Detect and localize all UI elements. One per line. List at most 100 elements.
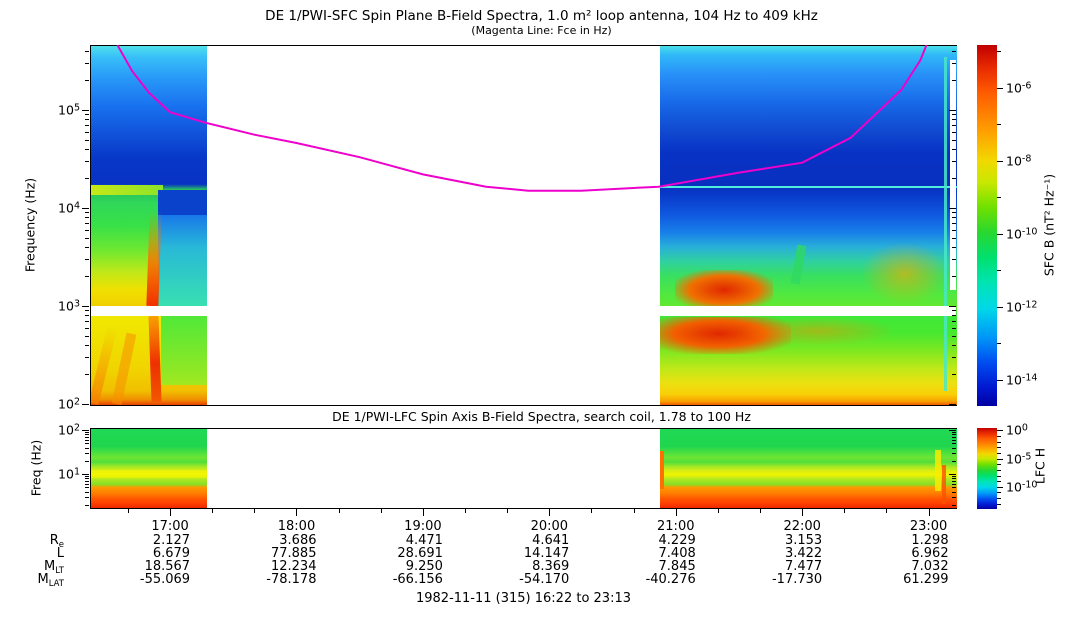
y-minor-tick — [85, 374, 89, 376]
sfc-data-segment-right — [659, 46, 957, 405]
y-minor-tick — [85, 434, 89, 436]
cbar-tick-label: 10-14 — [1006, 372, 1038, 388]
cbar-tick — [997, 503, 1001, 505]
y-tick — [82, 110, 89, 111]
y-tick — [82, 430, 89, 431]
y-minor-tick — [85, 432, 89, 433]
y-minor-tick — [85, 310, 89, 312]
lfc-data-segment-left — [91, 429, 207, 508]
lfc-yellow-band — [91, 470, 207, 478]
cbar-tick — [997, 270, 1001, 272]
cbar-tick — [997, 458, 1003, 460]
sfc-orange-streak-2 — [111, 332, 137, 405]
cbar-tick — [997, 51, 1001, 53]
y-minor-tick — [85, 50, 89, 52]
ephemeris-value: 18.567 — [144, 559, 191, 574]
sfc-green-region-lower — [160, 316, 207, 385]
cbar-tick-label: 10-5 — [1006, 451, 1032, 467]
sfc-colorbar-label: SFC B (nT² Hz⁻¹) — [1041, 173, 1057, 277]
y-minor-tick — [85, 246, 89, 248]
y-minor-tick — [85, 327, 89, 329]
cbar-tick — [997, 430, 1003, 432]
lfc-orange-column — [659, 451, 664, 490]
ephemeris-value: 7.408 — [658, 546, 696, 561]
y-minor-tick — [85, 453, 89, 454]
cbar-tick-label: 10-6 — [1006, 80, 1032, 96]
y-minor-tick — [85, 344, 89, 346]
y-minor-tick — [85, 276, 89, 278]
y-minor-tick — [85, 491, 89, 493]
y-tick — [82, 306, 89, 307]
ephemeris-value: 3.686 — [279, 533, 317, 548]
y-minor-tick — [85, 480, 89, 482]
ephemeris-value: 1.298 — [911, 533, 949, 548]
y-minor-tick — [85, 315, 89, 317]
ephemeris-value: 6.679 — [152, 546, 191, 561]
y-minor-tick — [85, 478, 89, 480]
sfc-artifact-band — [91, 184, 163, 195]
y-minor-tick — [85, 460, 89, 462]
sfc-spectrogram — [90, 45, 957, 406]
lfc-yellow-streak — [934, 449, 941, 491]
cbar-tick — [997, 481, 1001, 483]
cbar-tick — [997, 464, 1001, 466]
cbar-tick — [997, 197, 1001, 199]
y-tick — [82, 404, 89, 405]
y-minor-tick — [85, 217, 89, 219]
ephemeris-value: 3.153 — [784, 533, 823, 548]
cbar-tick-label: 10-12 — [1006, 299, 1038, 315]
cbar-tick — [997, 436, 1001, 438]
y-tick-label: 102 — [58, 422, 80, 438]
cbar-tick — [997, 492, 1001, 494]
ephemeris-value: 9.250 — [405, 559, 443, 574]
lfc-orange-streak — [941, 464, 947, 505]
y-minor-tick — [85, 139, 89, 141]
cbar-tick — [997, 87, 1003, 89]
cbar-tick — [997, 447, 1001, 449]
time-tick — [549, 508, 551, 516]
lfc-spectrogram — [90, 428, 957, 509]
sfc-orange-cloud-lower — [743, 316, 892, 346]
y-minor-tick — [85, 483, 89, 485]
time-tick-label: 23:00 — [909, 519, 948, 534]
cbar-tick — [997, 486, 1003, 488]
y-minor-tick — [85, 447, 89, 449]
lfc-colorbar-label: LFC H — [1032, 447, 1048, 485]
y-minor-tick — [85, 223, 89, 225]
ephemeris-value: 28.691 — [397, 546, 443, 561]
sfc-white-band — [91, 306, 956, 316]
sfc-missing-column — [949, 60, 956, 291]
cbar-tick — [997, 124, 1001, 126]
ephemeris-value: -54.170 — [519, 572, 570, 587]
y-minor-tick — [85, 443, 89, 445]
ephemeris-value: 8.369 — [532, 559, 570, 574]
ephemeris-value: 77.885 — [270, 546, 317, 561]
y-minor-tick — [85, 161, 89, 163]
ephemeris-row-label: L — [56, 546, 64, 561]
ephemeris-row-label: MLAT — [37, 572, 65, 589]
ephemeris-row-label: MLT — [44, 559, 64, 576]
y-minor-tick — [85, 439, 89, 441]
y-tick-label: 101 — [58, 466, 80, 482]
ephemeris-value: 2.127 — [152, 533, 191, 548]
y-minor-tick — [85, 125, 89, 127]
cbar-tick — [997, 379, 1003, 381]
y-minor-tick — [85, 497, 89, 498]
y-minor-tick — [85, 237, 89, 239]
time-tick-label: 22:00 — [783, 519, 821, 534]
ephemeris-value: 14.147 — [523, 546, 570, 561]
sfc-green-wisp — [790, 244, 806, 286]
sfc-data-segment-left — [91, 46, 207, 405]
y-tick-label: 104 — [58, 200, 80, 216]
y-minor-tick — [85, 178, 89, 180]
cbar-tick — [997, 469, 1001, 471]
time-tick-label: 17:00 — [151, 519, 189, 534]
lfc-colorbar — [977, 428, 997, 509]
cbar-tick — [997, 306, 1003, 308]
y-tick-label: 103 — [58, 298, 80, 314]
time-tick — [675, 508, 677, 516]
cbar-tick-label: 100 — [1006, 422, 1028, 438]
y-minor-tick — [85, 487, 89, 489]
y-minor-tick — [85, 63, 89, 65]
